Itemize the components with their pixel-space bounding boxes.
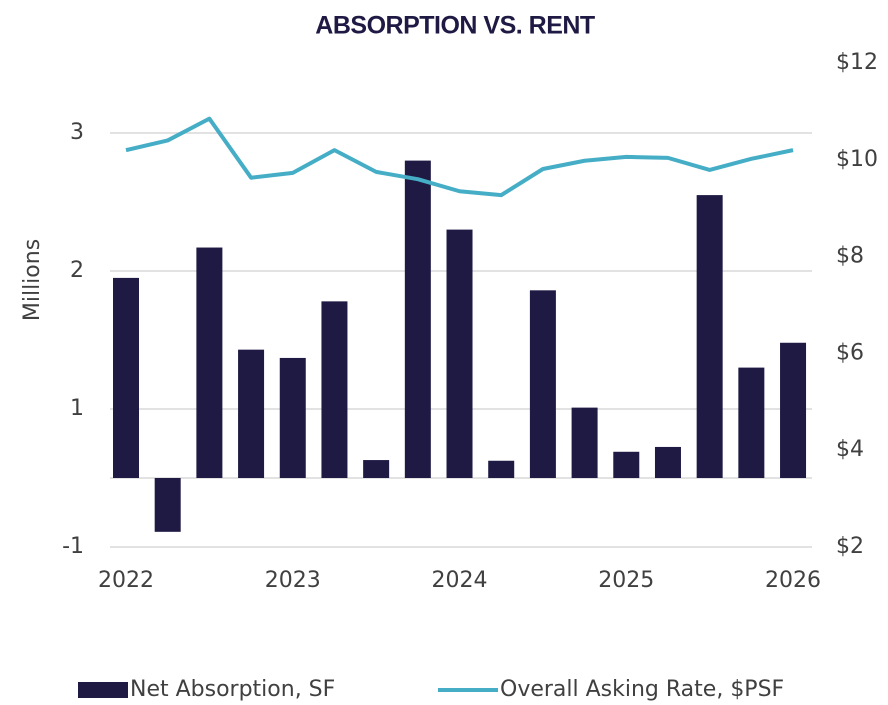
y2-tick-label: $12 xyxy=(836,50,878,75)
bar xyxy=(113,277,139,478)
y-axis-label: Millions xyxy=(20,239,45,321)
x-tick-label: 2026 xyxy=(765,568,821,593)
x-tick-label: 2022 xyxy=(98,568,154,593)
x-tick-label: 2025 xyxy=(598,568,654,593)
x-tick-label: 2024 xyxy=(432,568,488,593)
x-tick-label: 2023 xyxy=(265,568,321,593)
y-tick-label: 2 xyxy=(70,258,84,283)
y-tick-label: 3 xyxy=(70,120,84,145)
bar xyxy=(404,160,431,478)
y-tick-label: 1 xyxy=(70,396,84,421)
y2-tick-label: $6 xyxy=(836,340,864,365)
bar xyxy=(571,407,598,478)
bar xyxy=(529,290,556,478)
bar xyxy=(780,342,807,478)
bar xyxy=(738,367,765,478)
bar xyxy=(154,478,181,532)
bar xyxy=(279,357,306,478)
chart-title: ABSORPTION VS. RENT xyxy=(315,12,595,40)
y2-tick-label: $4 xyxy=(836,437,864,462)
bar xyxy=(654,446,681,478)
y2-tick-label: $2 xyxy=(836,534,864,559)
legend-label: Overall Asking Rate, $PSF xyxy=(500,677,784,702)
y-tick-label: -1 xyxy=(62,534,84,559)
bar xyxy=(363,460,390,478)
line xyxy=(125,116,794,198)
y2-tick-label: $10 xyxy=(836,147,878,172)
bar xyxy=(696,195,723,478)
y2-tick-label: $8 xyxy=(836,244,864,269)
legend-label: Net Absorption, SF xyxy=(130,677,335,702)
bar xyxy=(488,460,515,478)
bar xyxy=(613,451,640,478)
bar xyxy=(446,229,473,478)
bar xyxy=(238,349,265,478)
legend-swatch xyxy=(78,682,128,698)
bar xyxy=(196,247,223,478)
bar xyxy=(321,301,348,478)
